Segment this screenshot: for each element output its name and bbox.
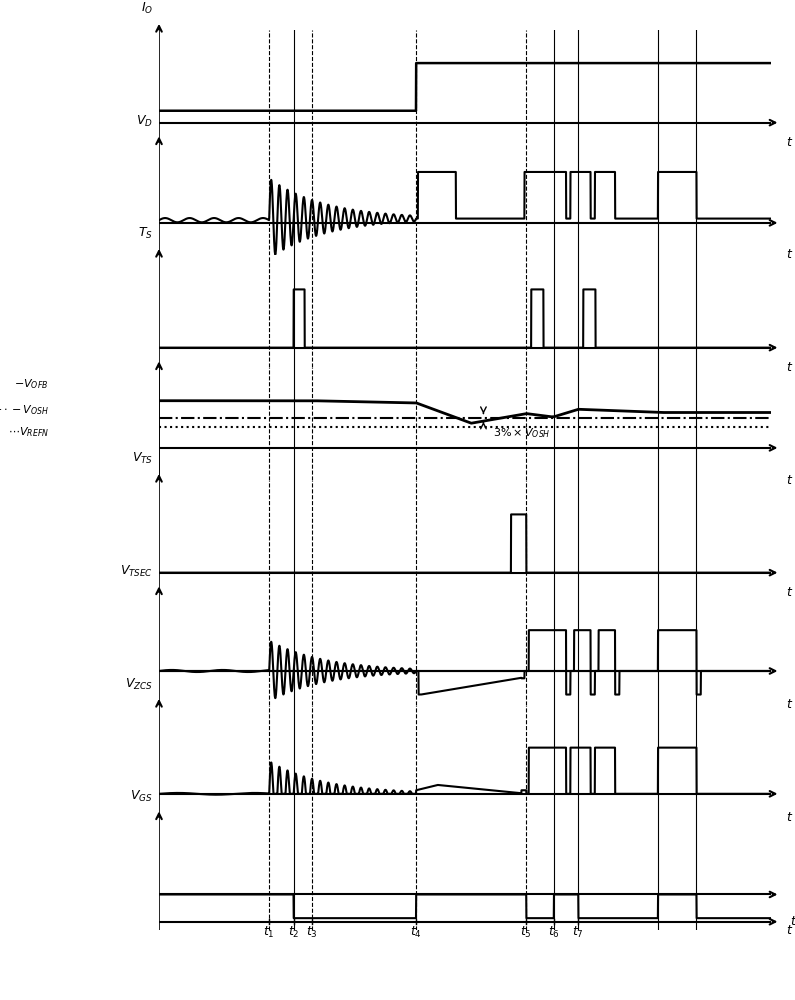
Text: $t_7$: $t_7$ bbox=[572, 925, 584, 940]
Text: $V_{TS}$: $V_{TS}$ bbox=[132, 451, 153, 466]
Text: $V_{TSEC}$: $V_{TSEC}$ bbox=[120, 564, 153, 579]
Text: $t_3$: $t_3$ bbox=[306, 925, 318, 940]
Text: $3\%\times V_{OSH}$: $3\%\times V_{OSH}$ bbox=[493, 426, 550, 440]
Text: $t_5$: $t_5$ bbox=[521, 925, 532, 940]
Text: $t$: $t$ bbox=[786, 248, 793, 261]
Text: $T_S$: $T_S$ bbox=[138, 226, 153, 241]
Text: $t$: $t$ bbox=[786, 136, 793, 149]
Text: $t$: $t$ bbox=[786, 361, 793, 374]
Text: $\cdots V_{REFN}$: $\cdots V_{REFN}$ bbox=[8, 425, 48, 439]
Text: $t$: $t$ bbox=[786, 699, 793, 712]
Text: $t$: $t$ bbox=[786, 811, 793, 824]
Text: $V_{ZCS}$: $V_{ZCS}$ bbox=[125, 676, 153, 692]
Text: $t_6$: $t_6$ bbox=[548, 925, 560, 940]
Text: $-\cdot-V_{OSH}$: $-\cdot-V_{OSH}$ bbox=[0, 403, 48, 417]
Text: $V_D$: $V_D$ bbox=[136, 114, 153, 129]
Text: $I_O$: $I_O$ bbox=[141, 1, 153, 16]
Text: $t$: $t$ bbox=[786, 924, 793, 937]
Text: $V_{GS}$: $V_{GS}$ bbox=[130, 789, 153, 804]
Text: $t$: $t$ bbox=[786, 586, 793, 599]
Text: $-V_{OFB}$: $-V_{OFB}$ bbox=[14, 377, 48, 391]
Text: $t_1$: $t_1$ bbox=[263, 925, 275, 940]
Text: $t$: $t$ bbox=[789, 915, 795, 928]
Text: $t$: $t$ bbox=[786, 474, 793, 487]
Text: $t_2$: $t_2$ bbox=[288, 925, 300, 940]
Text: $t_4$: $t_4$ bbox=[410, 925, 422, 940]
